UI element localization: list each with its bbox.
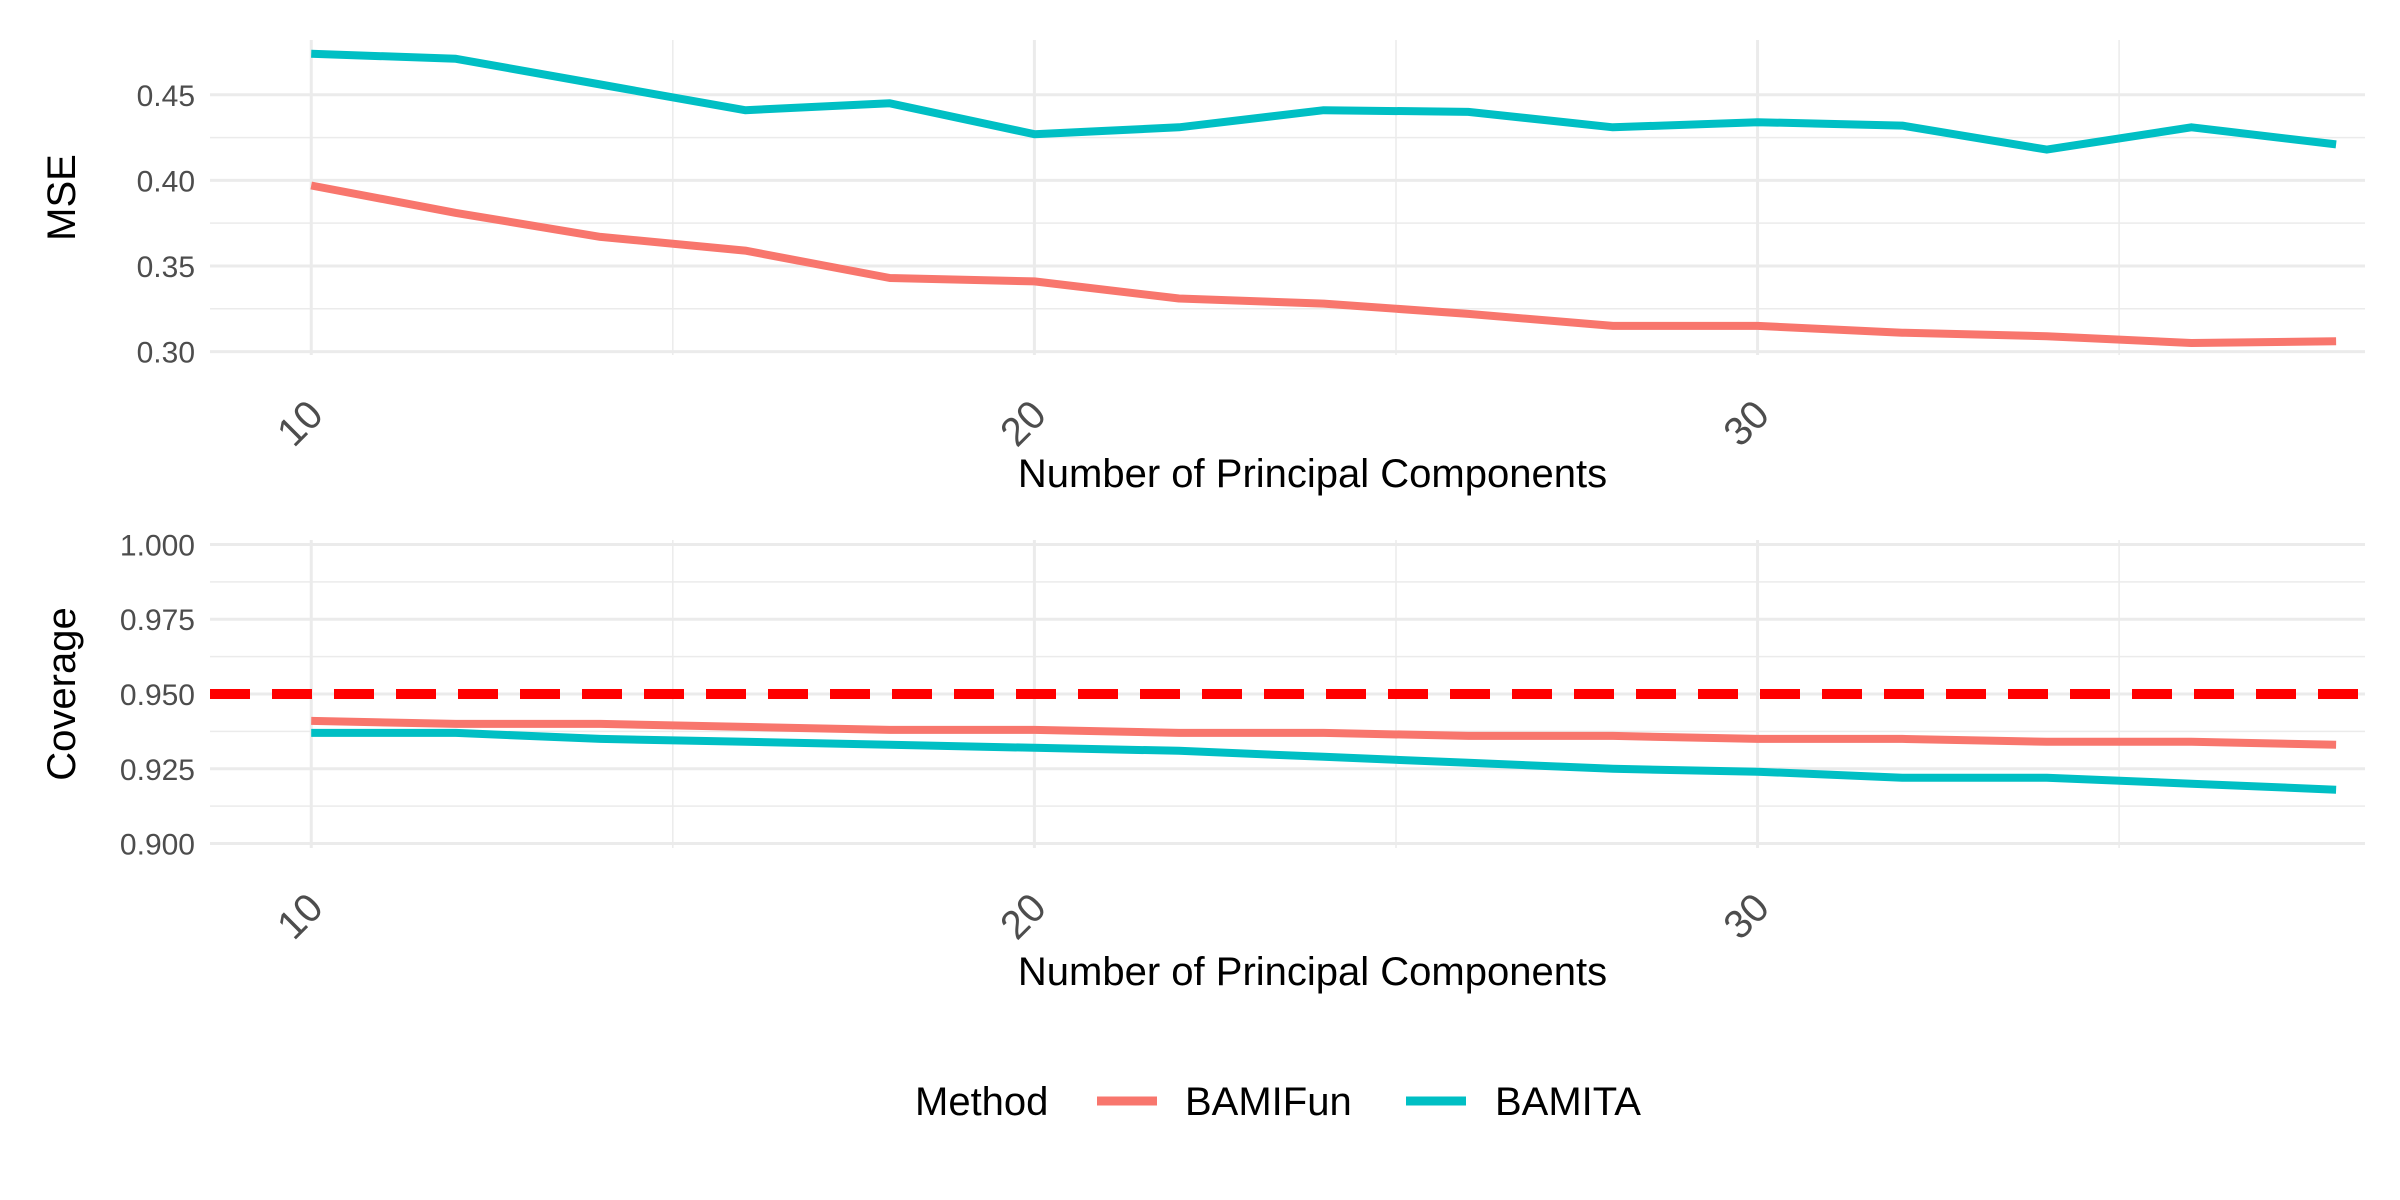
x-tick-label: 20 <box>992 885 1055 948</box>
legend-label-bamita: BAMITA <box>1495 1080 1641 1124</box>
series-line-bamita <box>311 49 2337 154</box>
x-axis-title: Number of Principal Components <box>1018 950 1607 994</box>
x-tick-label: 30 <box>1715 885 1778 948</box>
x-tick-label: 30 <box>1715 392 1778 455</box>
series-line-bamita <box>311 728 2337 794</box>
x-tick-label: 10 <box>269 885 332 948</box>
y-tick-label: 0.40 <box>137 165 195 198</box>
y-tick-label: 0.45 <box>137 80 195 113</box>
coverage-panel: 0.900 0.925 0.950 0.975 1.000 10 20 30 Number of… <box>40 529 2375 994</box>
y-tick-label: 0.30 <box>137 337 195 370</box>
legend-title: Method <box>915 1080 1048 1124</box>
x-tick-label: 10 <box>269 392 332 455</box>
x-tick-label: 20 <box>992 392 1055 455</box>
legend-label-bamifun: BAMIFun <box>1185 1080 1352 1124</box>
y-tick-label: 0.900 <box>120 829 195 862</box>
mse-panel: 0.30 0.35 0.40 0.45 10 20 30 Number of Principa… <box>40 40 2365 496</box>
series-line-bamifun <box>310 181 2337 347</box>
x-axis-title: Number of Principal Components <box>1018 452 1607 496</box>
legend: Method BAMIFun BAMITA <box>915 1080 1641 1124</box>
y-axis-title: Coverage <box>40 607 84 780</box>
y-tick-label: 1.000 <box>120 529 195 562</box>
y-axis-title: MSE <box>40 154 84 241</box>
series-line-bamifun <box>311 716 2337 749</box>
y-tick-label: 0.925 <box>120 754 195 787</box>
y-tick-label: 0.975 <box>120 604 195 637</box>
y-tick-label: 0.950 <box>120 679 195 712</box>
y-tick-label: 0.35 <box>137 251 195 284</box>
